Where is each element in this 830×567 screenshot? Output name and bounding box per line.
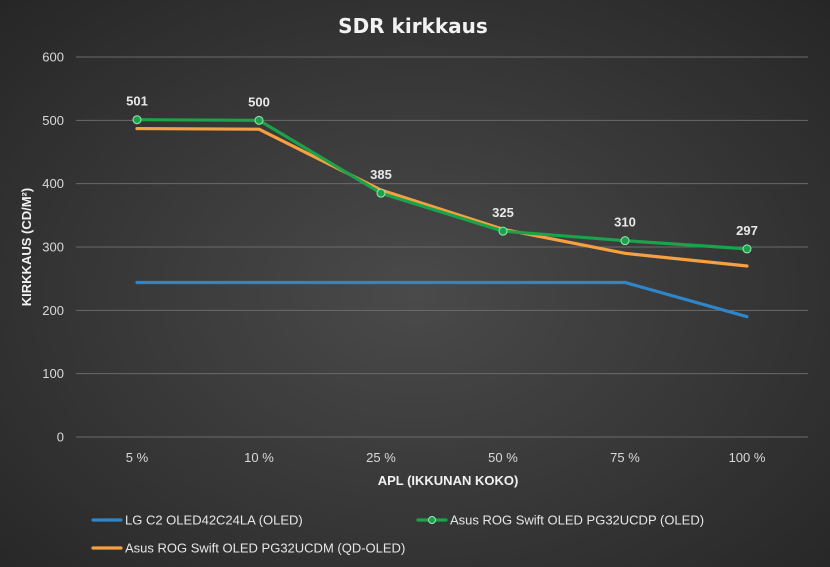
legend: LG C2 OLED42C24LA (OLED) Asus ROG Swift O…: [91, 513, 704, 556]
data-label: 310: [614, 215, 636, 230]
series-line: [135, 126, 749, 268]
data-label: 325: [492, 205, 514, 220]
series-line: [135, 118, 749, 251]
series-1: [135, 280, 749, 319]
x-tick-label: 10 %: [244, 450, 274, 465]
chart-title: SDR kirkkaus: [338, 14, 488, 38]
data-label: 500: [248, 94, 270, 109]
x-tick-label: 25 %: [366, 450, 396, 465]
y-axis-ticks: 0 100 200 300 400 500 600: [42, 50, 64, 445]
data-label: 501: [126, 94, 148, 109]
x-axis-ticks: 5 % 10 % 25 % 50 % 75 % 100 %: [126, 450, 766, 465]
data-point: [376, 188, 386, 198]
legend-label: Asus ROG Swift OLED PG32UCDP (OLED): [450, 513, 704, 528]
data-label: 385: [370, 167, 392, 182]
x-axis-label: APL (IKKUNAN KOKO): [378, 473, 519, 488]
y-tick-label: 300: [42, 240, 64, 255]
legend-item-1: LG C2 OLED42C24LA (OLED): [91, 513, 303, 528]
legend-marker: [428, 516, 436, 524]
legend-item-2: Asus ROG Swift OLED PG32UCDP (OLED): [416, 513, 704, 528]
data-point: [254, 115, 264, 125]
series-line: [135, 280, 749, 319]
y-tick-label: 500: [42, 113, 64, 128]
y-tick-label: 400: [42, 176, 64, 191]
data-point: [132, 115, 142, 125]
series-3: [135, 126, 749, 268]
legend-item-3: Asus ROG Swift OLED PG32UCDM (QD-OLED): [91, 541, 405, 556]
y-axis-label: KIRKKAUS (CD/M²): [19, 188, 34, 306]
y-tick-label: 0: [57, 430, 64, 445]
y-tick-label: 600: [42, 50, 64, 65]
data-labels: 501 500 385 325 310 297: [126, 94, 758, 238]
legend-label: Asus ROG Swift OLED PG32UCDM (QD-OLED): [125, 541, 405, 556]
data-label: 297: [736, 223, 758, 238]
data-point: [742, 244, 752, 254]
x-tick-label: 75 %: [610, 450, 640, 465]
series-2: [132, 115, 752, 254]
y-tick-label: 200: [42, 303, 64, 318]
data-point: [498, 226, 508, 236]
y-tick-label: 100: [42, 366, 64, 381]
legend-label: LG C2 OLED42C24LA (OLED): [125, 513, 303, 528]
x-tick-label: 50 %: [488, 450, 518, 465]
x-tick-label: 100 %: [729, 450, 766, 465]
series-lines: [132, 115, 752, 319]
data-point: [620, 236, 630, 246]
x-tick-label: 5 %: [126, 450, 149, 465]
